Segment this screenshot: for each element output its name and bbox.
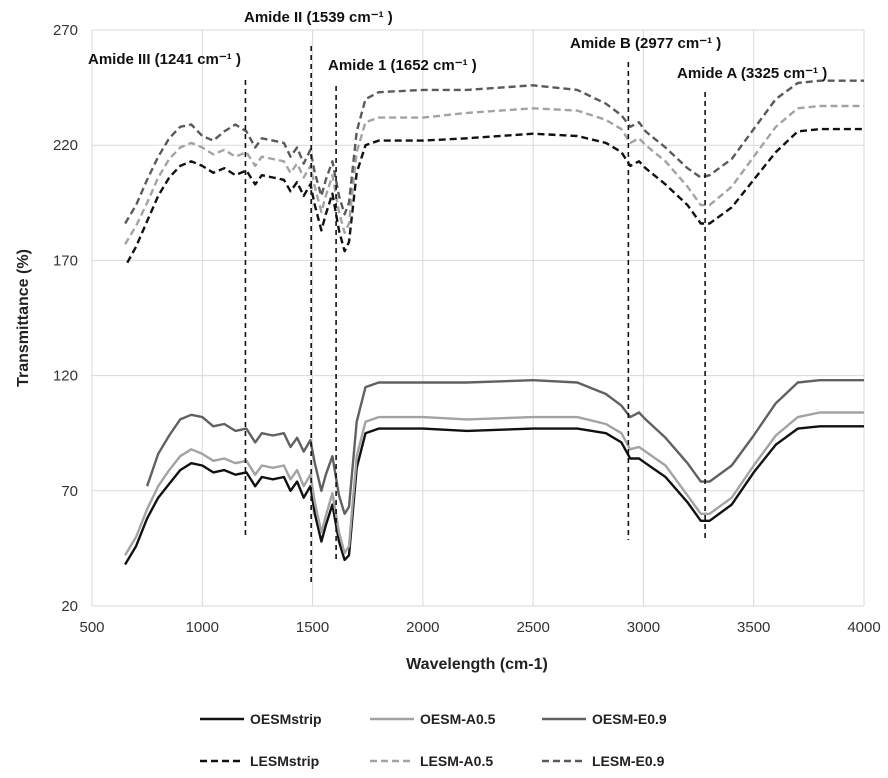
- x-tick-label: 2500: [516, 619, 549, 636]
- annotation-label: Amide III (1241 cm⁻¹ ): [88, 51, 241, 68]
- annotation-label: Amide B (2977 cm⁻¹ ): [570, 35, 721, 52]
- x-tick-label: 2000: [406, 619, 439, 636]
- x-tick-label: 3000: [627, 619, 660, 636]
- series-line-oesm-e0-9: [145, 379, 864, 515]
- legend-label: OESM-A0.5: [420, 711, 496, 727]
- annotation-markers: Amide III (1241 cm⁻¹ ) Amide II (1539 cm⁻…: [88, 9, 827, 585]
- y-axis-title: Transmittance (%): [15, 249, 32, 387]
- y-tick-label: 220: [53, 137, 78, 154]
- y-tick-label: 170: [53, 252, 78, 269]
- legend-label: OESM-E0.9: [592, 711, 667, 727]
- series-line-lesm-e0-9: [124, 79, 864, 225]
- annotation-label: Amide A (3325 cm⁻¹ ): [677, 65, 827, 82]
- series-line-lesm-a0-5: [124, 104, 864, 245]
- series-line-lesmstrip: [126, 127, 864, 264]
- series-lines: [124, 79, 864, 566]
- series-line-oesm-a0-5: [124, 411, 864, 556]
- x-tick-label: 4000: [847, 619, 880, 636]
- x-tick-label: 1000: [186, 619, 219, 636]
- y-tick-label: 270: [53, 22, 78, 39]
- y-tick-label: 70: [61, 483, 78, 500]
- legend: OESMstrip OESM-A0.5 OESM-E0.9 LESMstrip LESM…: [200, 711, 667, 769]
- x-tick-label: 3500: [737, 619, 770, 636]
- legend-label: LESMstrip: [250, 753, 319, 769]
- x-axis-title: Wavelength (cm-1): [406, 656, 548, 673]
- annotation-label: Amide II (1539 cm⁻¹ ): [244, 9, 393, 26]
- y-tick-label: 20: [61, 598, 78, 615]
- legend-label: LESM-E0.9: [592, 753, 665, 769]
- legend-label: LESM-A0.5: [420, 753, 493, 769]
- y-tick-label: 120: [53, 368, 78, 385]
- axis-ticks: 20 70 120 170 220 270 500 1000 1500 2000 2500 3000 3…: [53, 22, 881, 636]
- annotation-label: Amide 1 (1652 cm⁻¹ ): [328, 57, 477, 74]
- x-tick-label: 1500: [296, 619, 329, 636]
- gridlines: [91, 29, 865, 607]
- x-tick-label: 500: [79, 619, 104, 636]
- series-line-oesmstrip: [124, 425, 864, 566]
- legend-label: OESMstrip: [250, 711, 322, 727]
